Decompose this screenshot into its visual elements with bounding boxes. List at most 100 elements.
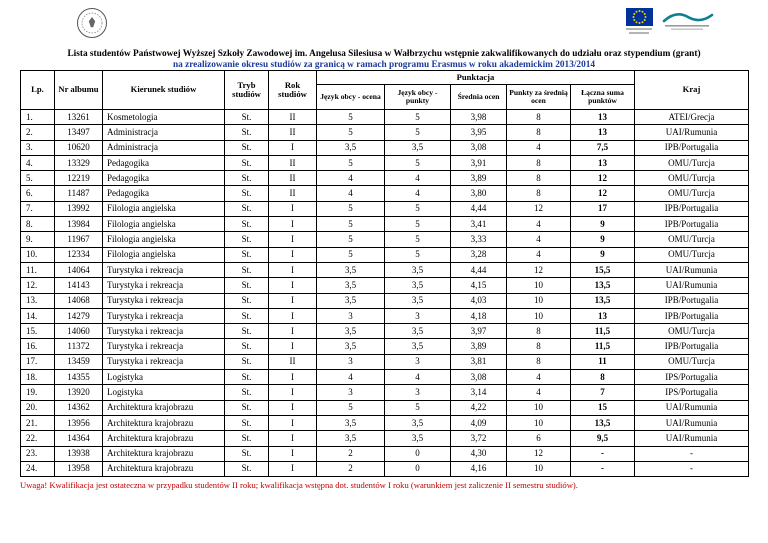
table-cell: St.: [224, 445, 269, 462]
table-cell: 5: [384, 108, 451, 126]
table-cell: Turystyka i rekreacja: [102, 292, 225, 309]
table-cell: St.: [224, 108, 269, 126]
table-cell: 12: [506, 445, 571, 462]
table-cell: OMU/Turcja: [634, 185, 749, 202]
table-cell: 4: [506, 216, 571, 233]
table-cell: 5: [384, 231, 451, 248]
table-cell: I: [268, 399, 317, 416]
table-row: 10. 12334 Filologia angielska St. I 5 5 3,28 4 9 O…: [20, 246, 749, 263]
table-cell: 14362: [54, 399, 103, 416]
table-cell: II: [268, 108, 317, 126]
table-cell: 4,44: [450, 261, 507, 279]
table-cell: I: [268, 430, 317, 447]
table-cell: UAI/Rumunia: [634, 261, 749, 279]
table-cell: Filologia angielska: [102, 231, 225, 248]
table-cell: 13459: [54, 353, 103, 371]
table-cell: 5: [384, 154, 451, 172]
table-cell: St.: [224, 170, 269, 187]
table-cell: 13956: [54, 414, 103, 432]
table-cell: 3: [316, 384, 385, 401]
table-cell: I: [268, 338, 317, 355]
table-cell: 3,89: [450, 170, 507, 187]
col-header-jezyk-punkty: Język obcy - punkty: [384, 84, 451, 110]
table-cell: II: [268, 185, 317, 202]
eu-flag-icon: [626, 8, 653, 26]
table-row: 15. 14060 Turystyka i rekreacja St. I 3,5 3,5 3…: [20, 323, 749, 340]
table-cell: 6: [506, 430, 571, 447]
table-cell: 3,5: [384, 430, 451, 447]
table-cell: OMU/Turcja: [634, 231, 749, 248]
table-cell: 5: [384, 200, 451, 218]
table-cell: 11,5: [570, 323, 635, 340]
table-cell: 8: [506, 154, 571, 172]
table-cell: 5: [384, 246, 451, 263]
table-cell: 8: [506, 185, 571, 202]
table-cell: UAI/Rumunia: [634, 277, 749, 294]
table-row: 4. 13329 Pedagogika St. II 5 5 3,91 8 13 OMU/Turcj…: [20, 154, 749, 172]
table-cell: Filologia angielska: [102, 200, 225, 218]
table-cell: 5: [316, 246, 385, 263]
table-cell: 13: [570, 154, 635, 172]
table-cell: 0: [384, 460, 451, 478]
table-cell: I: [268, 414, 317, 432]
table-cell: St.: [224, 399, 269, 416]
table-row: 19. 13920 Logistyka St. I 3 3 3,14 4 7 IPS/Portuga…: [20, 384, 749, 401]
table-cell: 12: [570, 185, 635, 202]
table-cell: Architektura krajobrazu: [102, 445, 225, 462]
table-cell: St.: [224, 246, 269, 263]
table-cell: 8: [506, 338, 571, 355]
table-cell: -: [634, 460, 749, 478]
table-row: 16. 11372 Turystyka i rekreacja St. I 3,5 3,5 3…: [20, 338, 749, 355]
table-cell: 17.: [20, 353, 55, 371]
content-area: Lp. Nr albumu Kierunek studiów Tryb stud…: [20, 70, 749, 491]
table-cell: Pedagogika: [102, 170, 225, 187]
table-cell: 13261: [54, 108, 103, 126]
table-cell: 4,09: [450, 414, 507, 432]
table-cell: 3,5: [316, 277, 385, 294]
table-cell: 3: [384, 353, 451, 371]
table-cell: 9: [570, 246, 635, 263]
table-cell: 3,98: [450, 108, 507, 126]
table-cell: UAI/Rumunia: [634, 399, 749, 416]
table-cell: St.: [224, 185, 269, 202]
table-cell: 4: [316, 170, 385, 187]
table-cell: 8: [506, 323, 571, 340]
table-cell: 3,5: [316, 139, 385, 156]
table-cell: II: [268, 353, 317, 371]
table-cell: Turystyka i rekreacja: [102, 323, 225, 340]
col-header-kierunek: Kierunek studiów: [102, 70, 225, 110]
table-cell: 3,5: [316, 261, 385, 279]
table-row: 6. 11487 Pedagogika St. II 4 4 3,80 8 12 OMU/Turcj…: [20, 185, 749, 202]
col-header-punkty-srednia: Punkty za średnią ocen: [506, 84, 571, 110]
table-cell: I: [268, 231, 317, 248]
table-cell: 10.: [20, 246, 55, 263]
table-cell: 4,18: [450, 307, 507, 325]
table-cell: I: [268, 307, 317, 325]
col-header-jezyk-ocena: Język obcy - ocena: [316, 84, 385, 110]
table-cell: 10: [506, 307, 571, 325]
table-row: 12. 14143 Turystyka i rekreacja St. I 3,5 3,5 4…: [20, 277, 749, 294]
table-cell: 2.: [20, 124, 55, 141]
table-cell: II: [268, 124, 317, 141]
table-cell: 24.: [20, 460, 55, 478]
table-cell: St.: [224, 338, 269, 355]
table-cell: 5: [316, 108, 385, 126]
table-cell: 12219: [54, 170, 103, 187]
table-cell: 4: [506, 246, 571, 263]
table-cell: 7.: [20, 200, 55, 218]
table-cell: 5: [316, 399, 385, 416]
table-cell: Kosmetologia: [102, 108, 225, 126]
col-header-tryb: Tryb studiów: [224, 70, 269, 110]
table-cell: 3,33: [450, 231, 507, 248]
col-header-laczna: Łączna suma punktów: [570, 84, 635, 110]
table-cell: St.: [224, 353, 269, 371]
eu-flag-caption-line: [626, 28, 652, 30]
table-cell: IPB/Portugalia: [634, 338, 749, 355]
table-row: 14. 14279 Turystyka i rekreacja St. I 3 3 4,18 1…: [20, 307, 749, 325]
table-cell: 8: [506, 124, 571, 141]
table-cell: 21.: [20, 414, 55, 432]
table-cell: I: [268, 445, 317, 462]
table-cell: 3,5: [316, 292, 385, 309]
table-row: 9. 11967 Filologia angielska St. I 5 5 3,33 4 9 OM…: [20, 231, 749, 248]
table-cell: St.: [224, 384, 269, 401]
